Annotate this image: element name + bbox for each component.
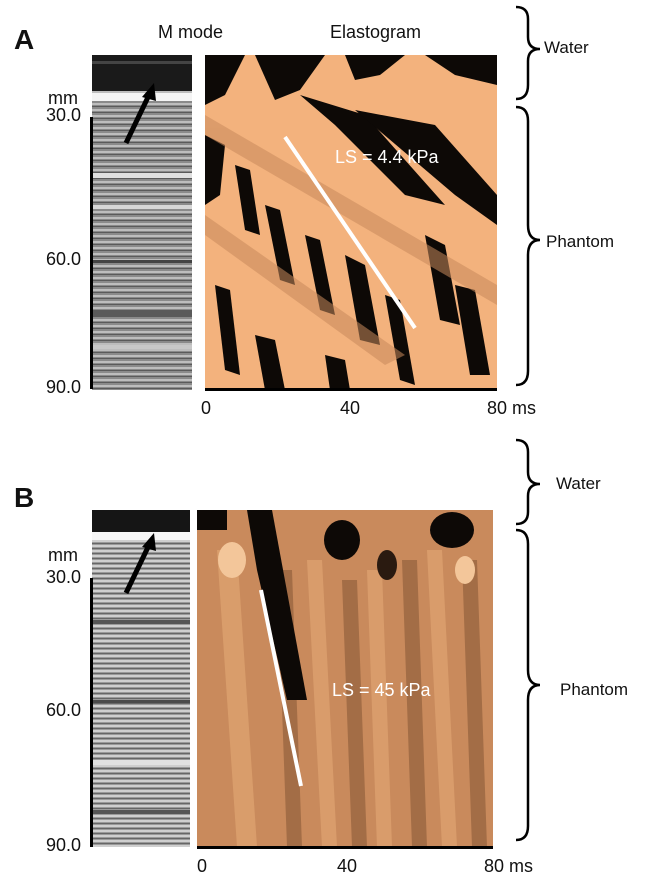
elastogram-title: Elastogram <box>330 22 422 42</box>
region-label-water-a: Water <box>544 38 589 57</box>
elastogram-texture-b <box>197 510 493 847</box>
depth-axis-a <box>90 117 93 389</box>
time-tick-b-40: 40 <box>337 856 358 876</box>
region-brace-b <box>515 438 541 842</box>
panel-label-b: B <box>14 482 35 513</box>
region-label-phantom-a: Phantom <box>546 232 615 251</box>
time-tick-b-0: 0 <box>197 856 208 876</box>
depth-axis-b <box>90 578 93 847</box>
region-label-phantom-b: Phantom <box>560 680 629 699</box>
time-tick-a-40: 40 <box>340 398 361 418</box>
elastogram-texture-a <box>205 55 497 390</box>
elastogram-image-a: LS = 4.4 kPa <box>205 55 497 390</box>
arrow-icon-a <box>123 83 156 145</box>
depth-unit-a: mm <box>48 88 78 108</box>
stiffness-annotation-b: LS = 45 kPa <box>332 680 431 700</box>
time-tick-b-80: 80 ms <box>484 856 534 876</box>
region-brace-a <box>515 5 541 387</box>
mmode-title: M mode <box>158 22 224 42</box>
time-axis-b <box>197 846 493 849</box>
depth-tick-a-90: 90.0 <box>46 377 82 397</box>
panel-label-a: A <box>14 24 35 55</box>
depth-unit-b: mm <box>48 545 78 565</box>
elastogram-image-b: LS = 45 kPa <box>197 510 493 847</box>
mmode-image-a <box>92 55 192 390</box>
depth-tick-b-30: 30.0 <box>46 567 82 587</box>
depth-tick-b-90: 90.0 <box>46 835 82 855</box>
stiffness-annotation-a: LS = 4.4 kPa <box>335 147 439 167</box>
mmode-image-b <box>92 510 190 847</box>
time-tick-a-80: 80 ms <box>487 398 537 418</box>
time-axis-a <box>205 388 497 391</box>
depth-tick-a-30: 30.0 <box>46 105 82 125</box>
time-tick-a-0: 0 <box>201 398 212 418</box>
mmode-texture-b <box>92 510 190 847</box>
depth-tick-a-60: 60.0 <box>46 249 82 269</box>
arrow-icon-b <box>123 533 156 595</box>
region-label-water-b: Water <box>556 474 601 493</box>
depth-tick-b-60: 60.0 <box>46 700 82 720</box>
